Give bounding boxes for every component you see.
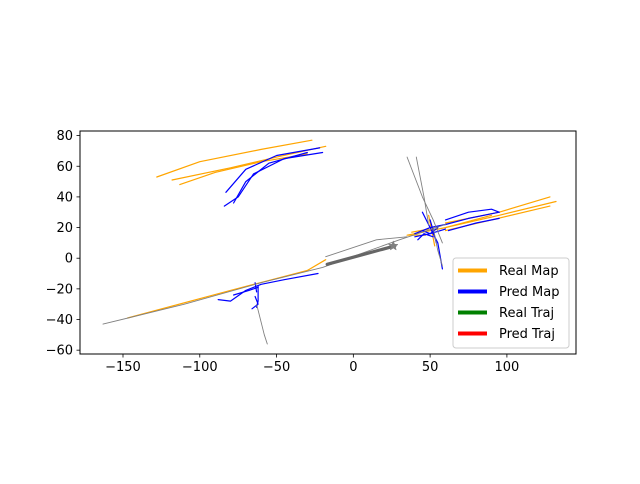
- x-tick-label: −100: [182, 360, 218, 375]
- pred-map-line-1: [223, 151, 324, 207]
- real-map-line-7: [444, 200, 557, 229]
- real-map-line-4: [306, 259, 327, 272]
- series-4-line-2: [256, 303, 268, 345]
- real-map-line-2: [179, 153, 308, 186]
- x-tick-label: 0: [349, 360, 357, 375]
- pred-map-line-10: [447, 217, 500, 232]
- series-4-line-3: [415, 156, 430, 225]
- pred-map-line-8: [444, 208, 500, 221]
- pred-map-line-4: [233, 286, 259, 296]
- y-tick-label: 20: [56, 221, 73, 236]
- legend-label-pred-map: Pred Map: [499, 285, 560, 300]
- series-4-line-5: [432, 227, 443, 267]
- series-4-line-4: [406, 156, 443, 244]
- series-5-line-0: [325, 244, 397, 266]
- x-tick-label: 50: [422, 360, 439, 375]
- series-4-line-1: [325, 236, 408, 258]
- pred-map-line-13: [421, 211, 443, 270]
- pred-map-line-3: [217, 272, 319, 302]
- legend-label-real-traj: Real Traj: [499, 306, 554, 321]
- pred-map-line-2: [233, 151, 308, 204]
- pred-map-line-0: [225, 147, 321, 193]
- y-tick-label: −40: [46, 313, 73, 328]
- y-tick-label: −60: [46, 344, 73, 359]
- legend-label-real-map: Real Map: [499, 264, 559, 279]
- legend-box: [452, 257, 570, 349]
- plot-frame: [79, 130, 577, 355]
- y-tick-label: 60: [56, 160, 73, 175]
- real-map-line-0: [156, 139, 313, 178]
- axis-ticks: −150 −100 −50 0 50 100 −60 −40 −20 0 20 40 60 80: [46, 129, 520, 375]
- data-layer: [102, 139, 557, 345]
- series-4-line-0: [102, 224, 446, 325]
- y-tick-label: −20: [46, 282, 73, 297]
- ego-star-marker-0: [387, 240, 399, 251]
- x-tick-label: −150: [105, 360, 141, 375]
- legend: Real Map Pred Map Real Traj Pred Traj: [452, 257, 570, 349]
- y-tick-label: 0: [65, 252, 73, 267]
- legend-label-pred-traj: Pred Traj: [499, 327, 555, 342]
- y-tick-label: 40: [56, 190, 73, 205]
- pred-map-line-5: [251, 295, 259, 310]
- y-tick-label: 80: [56, 129, 73, 144]
- pred-map-line-9: [444, 211, 500, 226]
- x-tick-label: −50: [263, 360, 290, 375]
- x-tick-label: 100: [494, 360, 519, 375]
- pred-map-line-16: [417, 233, 434, 241]
